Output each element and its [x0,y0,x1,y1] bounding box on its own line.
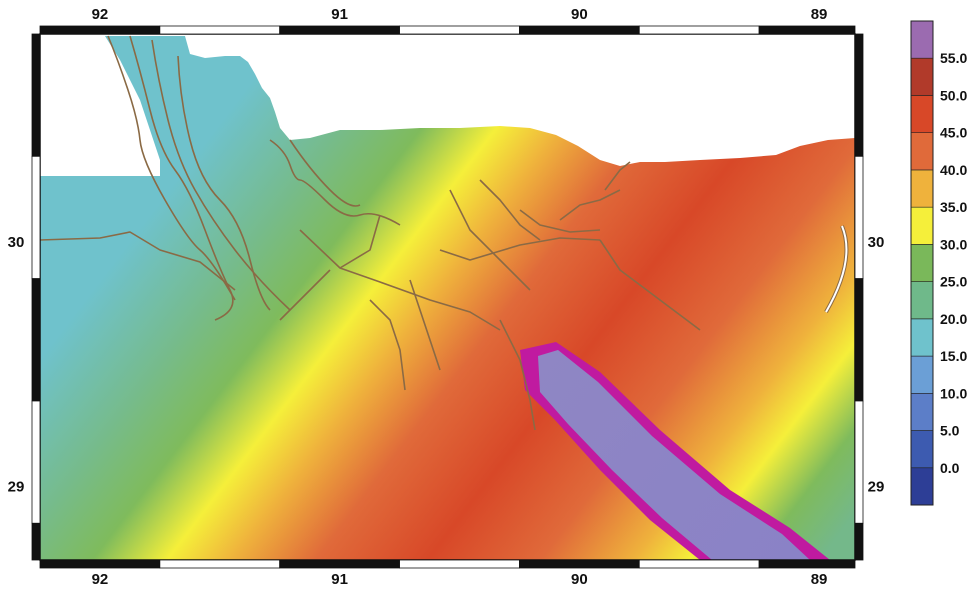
map-frame [31,25,864,569]
legend-swatch [910,467,934,506]
frame-segment-top [159,25,281,35]
legend-swatch [910,57,934,96]
frame-segment-right [854,155,864,280]
map-area [40,34,855,560]
legend-swatch [910,355,934,394]
legend-label: 45.0 [940,125,967,141]
legend-label: 50.0 [940,87,967,103]
legend-swatch [910,206,934,245]
legend-swatch [910,281,934,320]
legend-swatch [910,393,934,431]
legend-outline [910,20,934,506]
latitude-label: 29 [8,479,25,496]
latitude-labels-right: 30 29 [868,234,885,496]
masked-region [40,34,855,176]
frame-segment-left [31,278,41,402]
longitude-label: 91 [331,6,348,23]
river-network [40,35,701,431]
legend-label: 55.0 [940,50,967,66]
frame-segment-right [854,33,864,157]
legend-label: 10.0 [940,385,967,401]
lake-fill [825,225,848,313]
frame-segment-left [31,33,41,157]
legend-swatch [910,20,934,59]
frame-segment-bottom [279,559,400,569]
legend-swatch [910,318,934,357]
latitude-label: 30 [868,234,885,251]
longitude-label: 92 [92,571,109,588]
frame-segment-left [31,400,41,524]
high-anomaly-core [538,350,810,560]
color-legend: 0.0 5.0 10.0 15.0 20.0 25.0 30.0 35.0 40.0 45.0 50… [910,20,967,506]
latitude-labels-left: 30 29 [8,234,25,496]
legend-label: 0.0 [940,460,960,476]
frame-segment-right [854,522,864,561]
frame-segment-bottom [39,559,161,569]
frame-segment-right [854,400,864,524]
frame-segment-left [31,155,41,280]
legend-label: 5.0 [940,423,960,439]
frame-segment-right [854,278,864,402]
legend-label: 20.0 [940,311,967,327]
legend-swatch [910,169,934,208]
longitude-label: 89 [811,571,828,588]
longitude-label: 91 [331,571,348,588]
legend-label: 25.0 [940,274,967,290]
frame-segment-bottom [638,559,760,569]
frame-segment-top [39,25,161,35]
legend-swatch [910,132,934,171]
frame-segment-top [279,25,400,35]
frame-segment-top [399,25,520,35]
latitude-label: 30 [8,234,25,251]
legend-swatch [910,95,934,133]
frame-segment-bottom [159,559,281,569]
longitude-label: 92 [92,6,109,23]
legend-swatch [910,244,934,282]
frame-segment-top [519,25,640,35]
longitude-label: 90 [571,571,588,588]
legend-label: 15.0 [940,348,967,364]
frame-segment-top [638,25,760,35]
frame-segment-bottom [399,559,520,569]
frame-segment-bottom [519,559,640,569]
longitude-labels-top: 92 91 90 89 [92,6,828,23]
legend-label: 35.0 [940,199,967,215]
legend-label: 30.0 [940,236,967,252]
frame-segment-left [31,522,41,561]
legend-swatch [910,430,934,469]
longitude-label: 90 [571,6,588,23]
latitude-label: 29 [868,479,885,496]
legend-label: 40.0 [940,162,967,178]
frame-segment-top [758,25,856,35]
longitude-label: 89 [811,6,828,23]
longitude-labels-bottom: 92 91 90 89 [92,571,828,588]
frame-segment-bottom [758,559,856,569]
